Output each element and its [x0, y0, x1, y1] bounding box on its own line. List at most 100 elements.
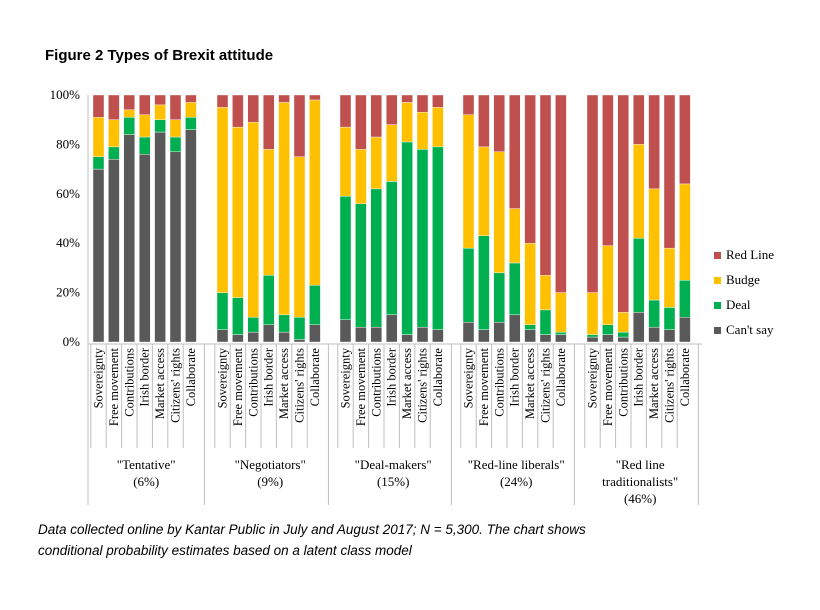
bar-segment-can-t-say [185, 129, 197, 343]
bar-segment-can-t-say [617, 336, 629, 343]
bar-segment-deal [92, 156, 105, 170]
group-label: traditionalists" [602, 474, 678, 489]
bar-segment-can-t-say [663, 329, 676, 343]
bar-segment-deal [185, 117, 197, 130]
legend-swatch [714, 327, 721, 334]
bar-segment-deal [478, 235, 490, 330]
bar-segment-deal [386, 181, 398, 316]
group-label: "Deal-makers" [355, 457, 432, 472]
bar-segment-deal [247, 317, 260, 333]
group-label: (15%) [377, 474, 410, 489]
bar-segment-deal [555, 331, 567, 335]
category-label: Market access [523, 348, 537, 419]
bar-segment-red-line [216, 94, 229, 108]
bar-segment-budge [386, 124, 398, 182]
category-label: Irish border [138, 347, 152, 406]
bar-segment-can-t-say [401, 334, 413, 343]
bar-segment-red-line [154, 94, 166, 106]
category-label: Irish border [262, 347, 276, 406]
category-label: Collaborate [308, 348, 322, 407]
bar-segment-deal [633, 238, 645, 313]
bar-segment-deal [278, 314, 290, 333]
bar-segment-deal [663, 307, 676, 330]
group-label: (6%) [133, 474, 159, 489]
bar-segment-deal [216, 292, 229, 330]
bar-segment-red-line [169, 94, 182, 120]
bar-segment-deal [416, 149, 429, 328]
bar-segment-budge [92, 117, 105, 157]
bar-segment-budge [555, 292, 567, 333]
bar-segment-budge [539, 275, 552, 311]
bar-segment-budge [633, 144, 645, 239]
bar-segment-red-line [493, 94, 505, 153]
bar-segment-budge [339, 126, 352, 197]
footnote-line-2: conditional probability estimates based … [38, 543, 412, 558]
bar-segment-deal [524, 324, 536, 330]
bar-segment-budge [123, 109, 136, 118]
bar-segment-can-t-say [232, 334, 244, 343]
bar-segment-budge [216, 107, 229, 293]
bar-segment-red-line [602, 94, 614, 246]
bar-segment-deal [293, 317, 306, 340]
group-label: (24%) [500, 474, 533, 489]
bar-segment-red-line [648, 94, 660, 190]
y-tick-label: 60% [56, 186, 80, 201]
bar-segment-deal [509, 262, 521, 316]
bar-segment-deal [539, 309, 552, 335]
category-label: Collaborate [184, 348, 198, 407]
legend-swatch [714, 302, 721, 309]
bar-segment-deal [355, 203, 367, 328]
category-label: Collaborate [431, 348, 445, 407]
group-label: "Red-line liberals" [468, 457, 565, 472]
bar-segment-can-t-say [263, 324, 275, 343]
legend-swatch [714, 252, 721, 259]
bar-segment-deal [123, 117, 136, 135]
bar-segment-red-line [663, 94, 676, 249]
group-label: (46%) [624, 491, 657, 506]
bar-segment-deal [679, 280, 691, 318]
legend-swatch [714, 277, 721, 284]
bar-segment-can-t-say [309, 324, 321, 343]
bar-segment-deal [138, 136, 151, 155]
bar-segment-deal [108, 146, 120, 160]
bar-segment-deal [154, 119, 166, 133]
bar-segment-red-line [247, 94, 260, 123]
y-tick-label: 40% [56, 235, 80, 250]
bar-segment-red-line [293, 94, 306, 157]
bar-segment-red-line [679, 94, 691, 185]
bar-segment-red-line [370, 94, 382, 138]
bar-segment-can-t-say [509, 314, 521, 343]
bar-segment-red-line [432, 94, 444, 108]
bar-segment-deal [432, 146, 444, 330]
bar-segment-red-line [401, 94, 413, 103]
bar-segment-red-line [185, 94, 197, 103]
category-label: Irish border [632, 347, 646, 406]
bar-segment-can-t-say [370, 326, 382, 343]
bar-segment-can-t-say [602, 334, 614, 343]
category-label: Contributions [616, 348, 630, 417]
legend-label: Red Line [726, 247, 774, 262]
bar-segment-budge [108, 119, 120, 148]
bar-segment-can-t-say [216, 329, 229, 343]
bar-segment-budge [293, 156, 306, 318]
bar-segment-red-line [386, 94, 398, 125]
bar-segment-can-t-say [154, 131, 166, 343]
category-label: Contributions [246, 348, 260, 417]
bar-segment-can-t-say [493, 322, 505, 343]
bar-segment-red-line [478, 94, 490, 148]
bar-segment-can-t-say [169, 151, 182, 343]
bar-segment-red-line [462, 94, 475, 115]
bar-segment-deal [232, 297, 244, 335]
bar-segment-can-t-say [555, 334, 567, 343]
category-label: Free movement [231, 347, 245, 426]
category-label: Market access [277, 348, 291, 419]
bar-segment-budge [232, 126, 244, 298]
bar-segment-can-t-say [339, 319, 352, 343]
bar-segment-can-t-say [633, 312, 645, 343]
bar-segment-can-t-say [432, 329, 444, 343]
bar-segment-red-line [263, 94, 275, 150]
legend-label: Budge [726, 272, 760, 287]
bar-segment-budge [355, 149, 367, 204]
